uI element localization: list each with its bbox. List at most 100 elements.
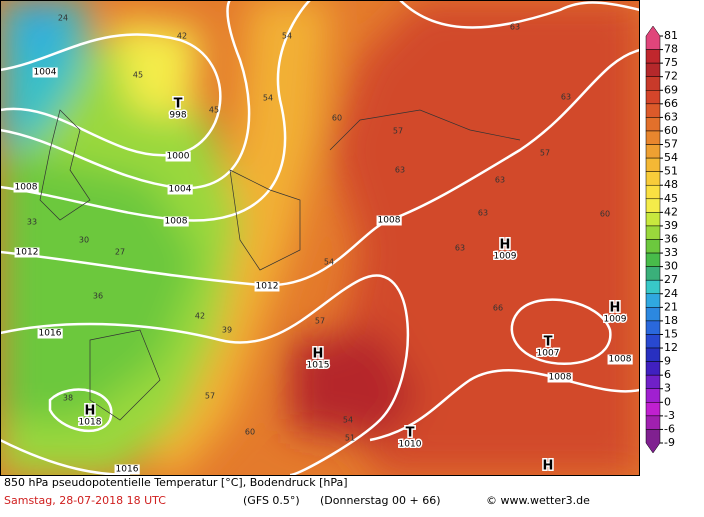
colorbar-label: 66	[664, 97, 678, 110]
colorbar-label: 6	[664, 368, 671, 381]
temperature-label: 54	[343, 416, 353, 425]
pressure-center-symbol: T	[406, 426, 415, 441]
colorbar-label: 12	[664, 341, 678, 354]
temperature-label: 57	[393, 127, 403, 136]
colorbar-band	[645, 117, 661, 132]
map-frame	[0, 0, 640, 476]
isobar-label-bg	[163, 216, 189, 227]
isobar-label: 1016	[39, 329, 62, 339]
temperature-label: 57	[205, 392, 215, 401]
isobar-label-bg	[376, 215, 402, 226]
isobar-label: 1008	[165, 217, 188, 227]
colorbar-label: 75	[664, 56, 678, 69]
colorbar-band	[645, 347, 661, 362]
temperature-label: 60	[245, 428, 255, 437]
pressure-center-symbol: T	[544, 335, 553, 350]
colorbar-band	[645, 76, 661, 91]
pressure-center-value: 1018	[79, 418, 102, 428]
temperature-label: 45	[133, 71, 143, 80]
isobar-label-bg	[165, 151, 191, 162]
temperature-label: 54	[282, 32, 292, 41]
colorbar-label: 54	[664, 151, 678, 164]
isobar-label-bg	[37, 328, 63, 339]
pressure-center-value: 1010	[399, 440, 422, 450]
colorbar-label: 39	[664, 219, 678, 232]
isobar-label: 1004	[34, 68, 57, 78]
colorbar-band	[645, 293, 661, 308]
temperature-label: 63	[561, 93, 571, 102]
isobar-label: 1008	[609, 355, 632, 365]
pressure-center-symbol: H	[610, 301, 621, 316]
colorbar-label: 24	[664, 287, 678, 300]
colorbar-label: 18	[664, 314, 678, 327]
colorbar-band	[645, 49, 661, 64]
colorbar-label: 36	[664, 233, 678, 246]
isobar-label-bg	[32, 67, 58, 78]
temperature-label: 36	[93, 292, 103, 301]
temperature-label: 24	[58, 14, 68, 23]
isobar-label-bg	[13, 182, 39, 193]
colorbar-label: 3	[664, 382, 671, 395]
colorbar-label: 9	[664, 355, 671, 368]
isobar-label: 1008	[15, 183, 38, 193]
isobar-label: 1008	[549, 373, 572, 383]
isobar-label-bg	[167, 184, 193, 195]
colorbar-band	[645, 334, 661, 349]
temperature-label: 54	[324, 258, 334, 267]
colorbar-band	[645, 374, 661, 389]
map-area	[0, 0, 640, 475]
temperature-label: 42	[195, 312, 205, 321]
isobar-label-bg	[607, 354, 633, 365]
colorbar-label: 33	[664, 246, 678, 259]
colorbar-band	[645, 144, 661, 159]
temperature-label: 57	[315, 317, 325, 326]
pressure-center-value: 998	[169, 111, 186, 121]
isobar-label-bg	[547, 372, 573, 383]
temperature-label: 33	[27, 218, 37, 227]
colorbar-label: -6	[664, 422, 675, 435]
colorbar-label: 15	[664, 327, 678, 340]
colorbar-band	[645, 90, 661, 105]
colorbar-label: 0	[664, 395, 671, 408]
colorbar-band	[645, 402, 661, 417]
temperature-label: 63	[510, 23, 520, 32]
isobar-label: 1000	[167, 152, 190, 162]
temperature-label: 54	[263, 94, 273, 103]
colorbar-band	[645, 157, 661, 172]
isobar-label: 1012	[256, 282, 279, 292]
colorbar-tip	[645, 25, 661, 50]
colorbar-label: 48	[664, 178, 678, 191]
temperature-label: 57	[540, 149, 550, 158]
isobar-label-bg	[14, 247, 40, 258]
colorbar-label: 30	[664, 260, 678, 273]
isobar-label: 1012	[16, 248, 39, 258]
map-labels: 1004 1000 1004 1008 1008 1012 1012 1016 1008 1016…	[13, 14, 633, 475]
temperature-label: 66	[493, 304, 503, 313]
colorbar-label: 60	[664, 124, 678, 137]
temperature-label: 60	[332, 114, 342, 123]
colorbar-band	[645, 212, 661, 227]
colorbar-band	[645, 239, 661, 254]
colorbar-band	[645, 279, 661, 295]
colorbar-band	[645, 103, 661, 118]
colorbar-label: 72	[664, 70, 678, 83]
pressure-center-symbol: H	[500, 238, 511, 253]
footer-run: (Donnerstag 00 + 66)	[320, 494, 440, 507]
temperature-label: 60	[600, 210, 610, 219]
colorbar-band	[645, 130, 661, 145]
colorbar-band	[645, 307, 661, 322]
temperature-label: 38	[63, 394, 73, 403]
colorbar: 8178757269666360575451484542393633302724…	[645, 25, 678, 454]
isobar-label: 1008	[378, 216, 401, 226]
colorbar-band	[645, 320, 661, 335]
coastlines	[39, 109, 521, 421]
colorbar-label: 27	[664, 273, 678, 286]
pressure-center-symbol: H	[85, 404, 96, 419]
colorbar-label: 57	[664, 138, 678, 151]
colorbar-label: 78	[664, 43, 678, 56]
colorbar-band	[645, 171, 661, 186]
temperature-label: 39	[222, 326, 232, 335]
temperature-label: 51	[345, 434, 355, 443]
temperature-label: 30	[79, 236, 89, 245]
footer-date: Samstag, 28-07-2018 18 UTC	[4, 494, 166, 507]
